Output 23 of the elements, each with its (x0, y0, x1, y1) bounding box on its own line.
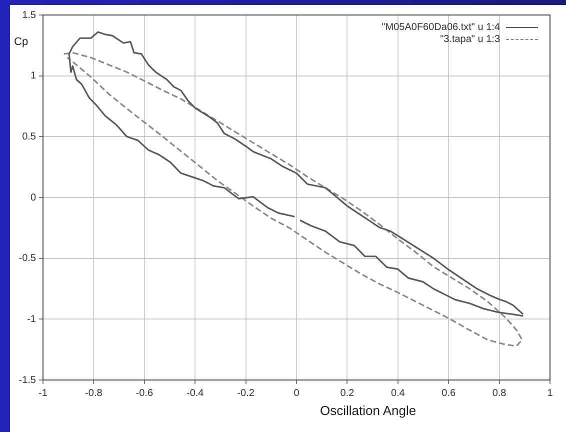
y-tick-label: 1.5 (22, 10, 36, 21)
x-tick-label: -1 (38, 388, 48, 399)
x-tick-label: 0 (294, 388, 300, 399)
x-tick-label: 0.6 (442, 388, 456, 399)
x-tick-label: -0.6 (136, 388, 154, 399)
legend-label: "3.tapa" u 1:3 (440, 34, 500, 45)
x-tick-label: 0.2 (340, 388, 355, 399)
x-tick-label: 0.4 (390, 388, 406, 399)
x-tick-label: -0.4 (186, 388, 204, 399)
y-tick-label: -1 (27, 314, 36, 325)
x-tick-label: 1 (547, 388, 554, 399)
y-tick-label: -0.5 (18, 253, 36, 264)
legend-label: "M05A0F60Da06.txt" u 1:4 (382, 22, 500, 33)
x-tick-label: -0.2 (237, 388, 255, 399)
y-tick-label: 1 (30, 70, 36, 82)
y-tick-label: 0 (30, 192, 36, 204)
y-tick-label: 0.5 (22, 131, 36, 142)
x-axis-title: Oscillation Angle (320, 403, 416, 418)
x-tick-label: 0.8 (492, 388, 507, 399)
y-axis-title: Cp (14, 36, 28, 48)
line-series (62, 52, 523, 347)
x-tick-label: -0.8 (85, 388, 103, 399)
y-tick-label: -1.5 (18, 374, 36, 386)
